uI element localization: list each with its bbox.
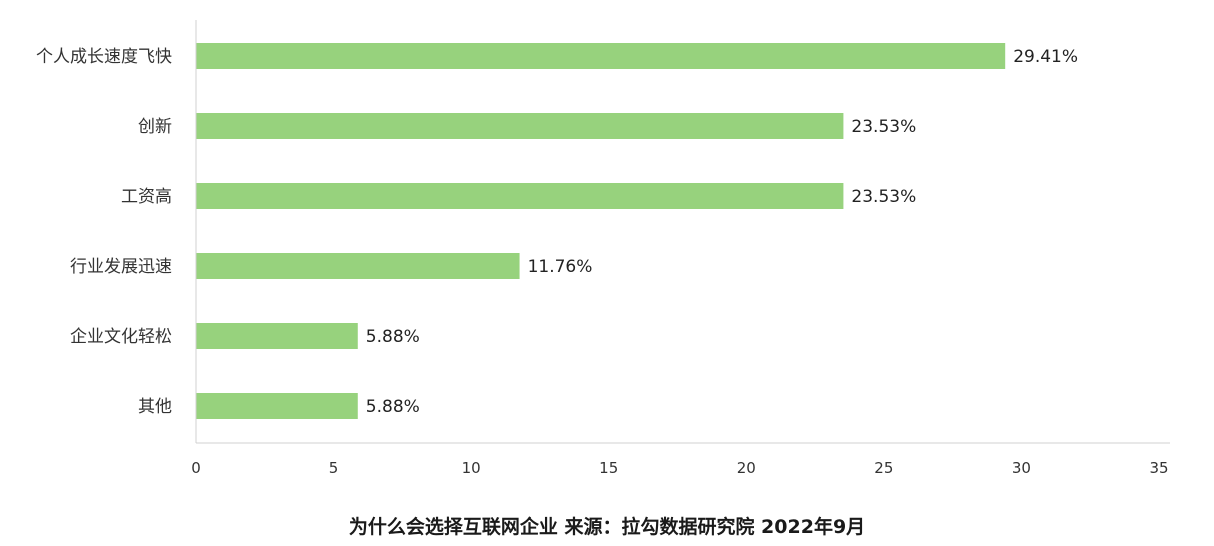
- bar: [196, 253, 520, 279]
- bar: [196, 323, 358, 349]
- bar: [196, 393, 358, 419]
- category-label: 个人成长速度飞快: [36, 47, 172, 67]
- x-tick-label: 5: [329, 459, 339, 477]
- bars-layer: [196, 43, 1006, 419]
- value-label: 5.88%: [366, 397, 420, 417]
- category-label: 企业文化轻松: [70, 327, 172, 347]
- x-tick-label: 0: [191, 459, 201, 477]
- bar: [196, 183, 844, 209]
- bar-chart-svg: 0 5 10 15 20 25 30 35 个人成长速度飞快 29.41% 创新 23.53% 工资高 2…: [36, 20, 1170, 477]
- category-label: 创新: [138, 117, 172, 137]
- x-tick-label: 25: [874, 459, 893, 477]
- x-tick-label: 15: [599, 459, 618, 477]
- category-label: 行业发展迅速: [70, 257, 172, 277]
- category-label: 工资高: [121, 187, 172, 207]
- bar: [196, 43, 1006, 69]
- x-tick-label: 35: [1149, 459, 1168, 477]
- labels-layer: 0 5 10 15 20 25 30 35 个人成长速度飞快 29.41% 创新 23.53% 工资高 2…: [36, 47, 1169, 477]
- value-label: 5.88%: [366, 327, 420, 347]
- value-label: 11.76%: [528, 257, 593, 277]
- value-label: 23.53%: [851, 187, 916, 207]
- category-label: 其他: [138, 397, 172, 417]
- x-tick-label: 10: [462, 459, 481, 477]
- bar: [196, 113, 844, 139]
- value-label: 29.41%: [1013, 47, 1078, 67]
- axis-layer: [195, 20, 1170, 444]
- chart-caption: 为什么会选择互联网企业 来源：拉勾数据研究院 2022年9月: [348, 516, 866, 538]
- value-label: 23.53%: [851, 117, 916, 137]
- x-tick-label: 20: [737, 459, 756, 477]
- x-tick-label: 30: [1012, 459, 1031, 477]
